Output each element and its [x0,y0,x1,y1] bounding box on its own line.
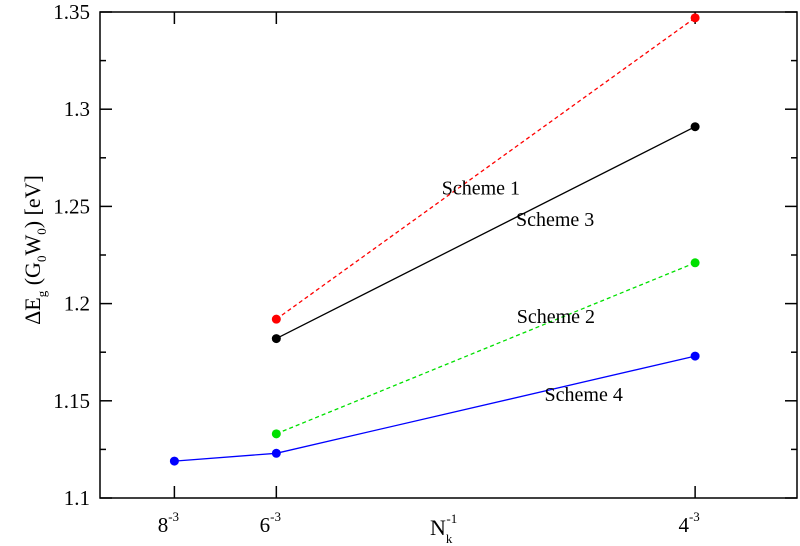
x-axis-ticks: 8-3 6-3 4-3 [158,12,700,537]
plot-frame [99,11,798,499]
data-point-scheme-4 [169,456,179,466]
x-axis-label: Nk-1 [430,511,457,546]
series-annotation: Scheme 2 [517,306,595,328]
series-line-scheme-1 [275,17,696,320]
x-tick-label: 8-3 [158,509,179,537]
series-annotation: Scheme 3 [516,209,594,231]
y-tick-label: 1.3 [64,97,90,121]
series-line-scheme-4 [174,355,696,462]
y-tick-label: 1.35 [53,0,90,24]
x-tick-label: 6-3 [260,509,281,537]
series-annotation: Scheme 1 [442,178,520,200]
y-tick-label: 1.25 [53,194,90,218]
y-tick-label: 1.2 [64,292,90,316]
y-axis-label: ΔEg (G0W0) [eV] [20,175,49,325]
y-axis-ticks: 1.1 1.15 1.2 1.25 1.3 1.35 [53,0,797,510]
data-point-scheme-4 [690,351,700,361]
series-annotation: Scheme 4 [545,384,623,406]
series-layer [169,13,700,466]
data-point-scheme-1 [690,13,700,23]
annotation-layer: Scheme 1 Scheme 3 Scheme 2 Scheme 4 [442,178,623,406]
x-tick-label: 4-3 [678,509,699,537]
data-point-scheme-2 [271,429,281,439]
y-tick-label: 1.15 [53,389,90,413]
series-line-scheme-2 [276,262,696,435]
data-point-scheme-3 [271,334,281,344]
series-line-scheme-3 [276,126,696,340]
y-tick-label: 1.1 [64,486,90,510]
data-point-scheme-3 [690,122,700,132]
data-point-scheme-1 [271,314,281,324]
data-point-scheme-2 [690,258,700,268]
data-point-scheme-4 [271,448,281,458]
